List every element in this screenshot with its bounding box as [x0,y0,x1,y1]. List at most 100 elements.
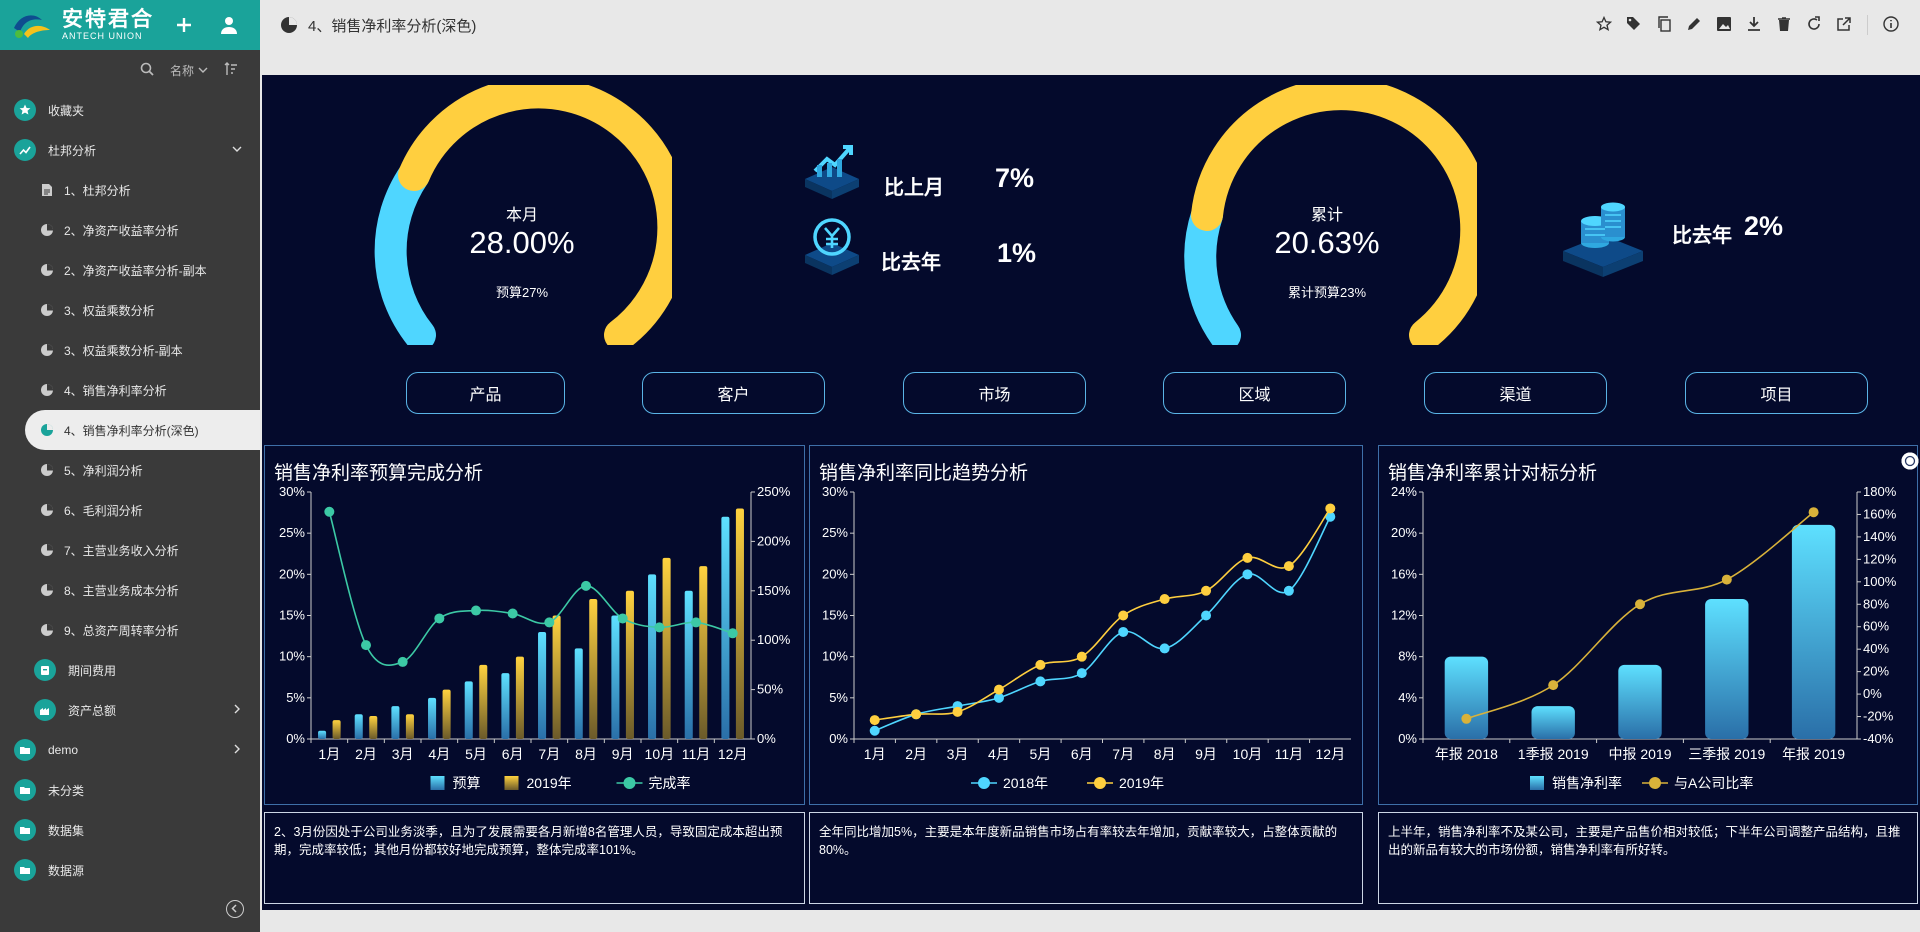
y-tick-label: 10% [279,649,305,664]
sidebar-item[interactable]: 杜邦分析 [0,130,260,170]
sort-order-icon[interactable] [224,61,238,79]
refresh-icon[interactable] [1805,15,1823,33]
dimension-button-region[interactable]: 区域 [1163,372,1346,414]
bar [625,590,634,739]
x-tick-label: 1季报 2019 [1518,746,1589,762]
line-point [1242,569,1253,580]
line-point [1201,585,1212,596]
dimension-button-market[interactable]: 市场 [903,372,1086,414]
tag-icon[interactable] [1625,15,1643,33]
line-point [1118,610,1129,621]
chevron-down-icon[interactable] [232,144,242,154]
sidebar-item[interactable]: 4、销售净利率分析 [0,370,260,410]
edit-icon[interactable] [1685,15,1703,33]
line-point [1076,651,1087,662]
sidebar-item-label: 1、杜邦分析 [64,183,131,198]
image-edit-icon[interactable] [1715,15,1733,33]
pie-icon [40,423,54,437]
sidebar-item[interactable]: 3、权益乘数分析 [0,290,260,330]
sidebar-item[interactable]: 7、主营业务收入分析 [0,530,260,570]
dimension-button-channel[interactable]: 渠道 [1424,372,1607,414]
gauge-ring [374,76,690,351]
panel-title: 销售净利率累计对标分析 [1388,463,1598,484]
x-tick-label: 12月 [1316,746,1346,762]
sidebar-item[interactable]: 数据集 [0,810,260,850]
add-icon[interactable] [173,14,195,36]
sidebar-item[interactable]: 6、毛利润分析 [0,490,260,530]
dimension-button-project[interactable]: 项目 [1685,372,1868,414]
delete-icon[interactable] [1775,15,1793,33]
bar [684,590,693,739]
bar [354,714,363,739]
line-point [654,622,665,633]
sidebar-item[interactable]: 5、净利润分析 [0,450,260,490]
chart-svg: 0% 4% 8% 12% 16% 20% 24% -40% -20% 0% 20% 40% 60% 80%… [1391,484,1897,791]
sidebar-item[interactable]: 收藏夹 [0,90,260,130]
wallet-icon [34,659,56,681]
bar [648,574,657,739]
chevron-right-icon[interactable] [232,744,242,754]
sidebar-item[interactable]: 2、净资产收益率分析 [0,210,260,250]
sidebar-item[interactable]: 未分类 [0,770,260,810]
sidebar-item[interactable]: 数据源 [0,850,260,890]
collapse-sidebar-icon[interactable] [226,900,244,918]
x-tick-label: 6月 [502,746,524,762]
y-tick-label: 20% [822,566,848,581]
gauge-value: 28.00% [469,225,575,260]
line-point [1721,574,1732,585]
brand-logo [12,10,52,40]
sidebar-item[interactable]: 3、权益乘数分析-副本 [0,330,260,370]
dimension-button-customer[interactable]: 客户 [642,372,825,414]
star-icon[interactable] [1595,15,1613,33]
info-icon[interactable] [1882,15,1900,33]
line-point [434,613,445,624]
sort-label: 名称 [169,63,194,78]
line-point [617,613,628,624]
sidebar-item[interactable]: 期间费用 [0,650,260,690]
sidebar-item[interactable]: 1、杜邦分析 [0,170,260,210]
search-icon[interactable] [140,62,154,79]
brand-name-en: ANTECH UNION [62,31,143,41]
sidebar-item[interactable]: 8、主营业务成本分析 [0,570,260,610]
sidebar-item[interactable]: demo [0,730,260,770]
x-tick-label: 9月 [1195,746,1217,762]
y-tick-label: 24% [1391,484,1417,499]
y2-tick-label: 0% [1863,686,1882,701]
legend-swatch [623,777,636,789]
sidebar-item[interactable]: 4、销售净利率分析(深色) [25,410,260,450]
line-point [1242,552,1253,563]
trend-icon [14,139,36,161]
sidebar-item-label: 5、净利润分析 [64,463,143,478]
pie-icon [40,303,54,317]
dimension-button-product[interactable]: 产品 [406,372,565,414]
nav-tree: 收藏夹 杜邦分析 1、杜邦分析 2、净资产收益率分析 2、净资产收益率分析-副本 3、权益… [0,90,260,890]
y-tick-label: 10% [822,649,848,664]
sidebar-item-label: 数据集 [48,823,85,838]
user-icon[interactable] [218,14,240,36]
download-icon[interactable] [1745,15,1763,33]
legend-swatch [1530,776,1544,790]
panel-title: 销售净利率同比趋势分析 [819,463,1029,484]
sidebar-item[interactable]: 2、净资产收益率分析-副本 [0,250,260,290]
yoy-value: 1% [997,238,1037,268]
y-tick-label: 5% [829,690,848,705]
y-tick-label: 16% [1391,566,1417,581]
dashboard-canvas: 本月 28.00% 预算27% 比上月 7% [262,75,1920,910]
line-point [993,684,1004,695]
sort-dropdown[interactable]: 名称 [170,62,208,79]
sidebar: 安特君合 ANTECH UNION 名称 收藏夹 杜邦分析 1、杜邦分析 2、净资产收… [0,0,260,932]
line-point [1201,610,1212,621]
line-point [1283,561,1294,572]
external-link-icon[interactable] [1835,15,1853,33]
line-point [993,692,1004,703]
y2-tick-label: 100% [757,632,791,647]
sidebar-item[interactable]: 资产总额 [0,690,260,730]
star-icon [14,99,36,121]
legend-swatch [1094,777,1106,789]
y-tick-label: 20% [1391,525,1417,540]
bar [479,664,488,739]
sidebar-item[interactable]: 9、总资产周转率分析 [0,610,260,650]
copy-icon[interactable] [1655,15,1673,33]
chevron-right-icon[interactable] [232,704,242,714]
series-line [874,516,1331,732]
